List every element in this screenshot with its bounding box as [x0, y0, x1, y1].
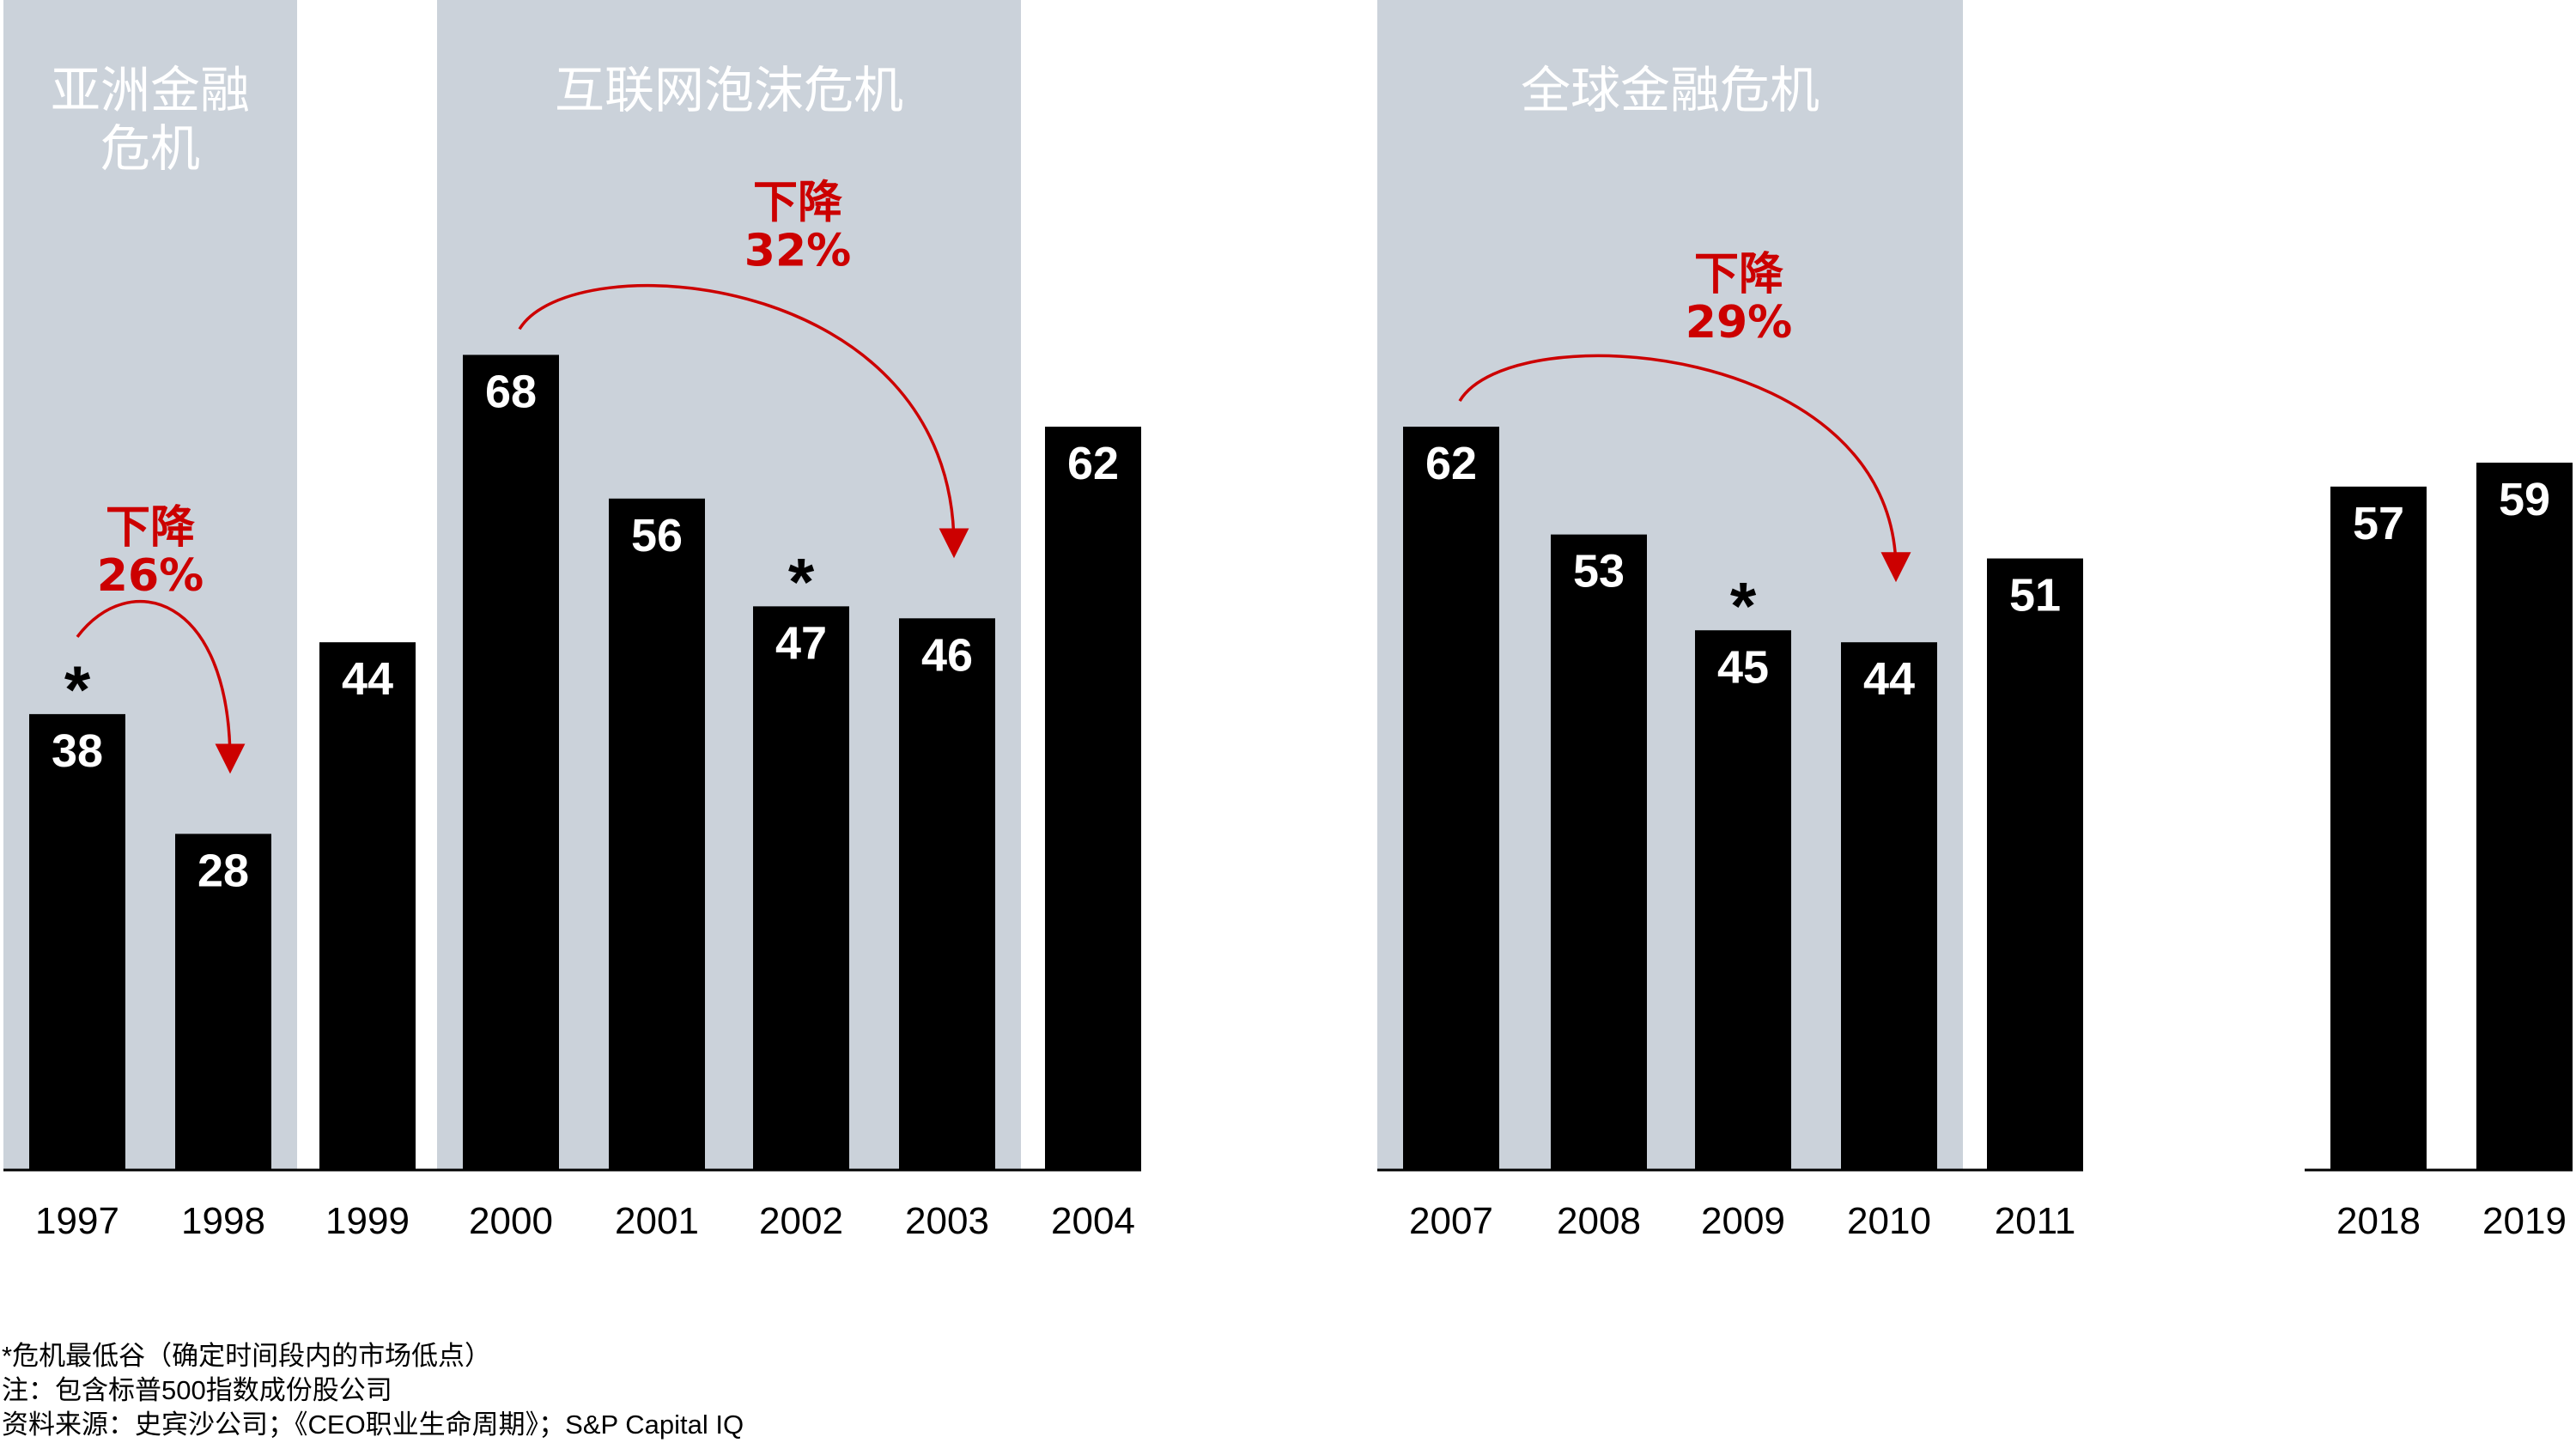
drop-label-1-line-1: 32% [744, 225, 851, 276]
tick-label-2001: 2001 [615, 1200, 699, 1242]
bar-value-2000: 68 [485, 366, 537, 417]
source: 资料来源：史宾沙公司；《CEO职业生命周期》；S&P Capital IQ [2, 1410, 744, 1440]
drop-label-0-line-0: 下降 [106, 502, 195, 554]
bar-value-2009: 45 [1717, 641, 1769, 693]
bar-2002 [753, 606, 849, 1169]
bar-value-2001: 56 [631, 510, 683, 561]
tick-label-2019: 2019 [2482, 1200, 2567, 1242]
tick-label-2009: 2009 [1701, 1200, 1785, 1242]
bar-2000 [463, 355, 559, 1169]
bar-value-2003: 46 [921, 629, 973, 681]
bar-2019 [2476, 462, 2573, 1169]
bar-2018 [2330, 486, 2427, 1169]
drop-label-2-line-0: 下降 [1694, 249, 1783, 300]
bar-2011 [1987, 558, 2083, 1169]
bar-2007 [1403, 427, 1499, 1170]
bar-1999 [319, 642, 416, 1169]
crisis-label-1-line-0: 互联网泡沫危机 [555, 61, 903, 119]
bar-value-2018: 57 [2353, 498, 2404, 549]
tick-label-2011: 2011 [1995, 1200, 2076, 1242]
bar-value-1997: 38 [52, 725, 103, 777]
tick-label-2003: 2003 [905, 1200, 989, 1242]
crisis-label-2-line-0: 全球金融危机 [1521, 61, 1820, 119]
crisis-low-marker-2009: * [1730, 567, 1757, 643]
tick-label-1999: 1999 [325, 1200, 410, 1242]
tick-label-2002: 2002 [759, 1200, 843, 1242]
tick-label-2010: 2010 [1847, 1200, 1931, 1242]
crisis-low-marker-1997: * [64, 652, 91, 727]
tick-label-2018: 2018 [2336, 1200, 2421, 1242]
crisis-label-0-line-0: 亚洲金融 [51, 61, 250, 119]
bar-1997 [29, 713, 125, 1169]
drop-label-1-line-0: 下降 [753, 177, 842, 228]
note: 注：包含标普500指数成份股公司 [2, 1375, 392, 1405]
drop-arrow-1997-1998 [76, 599, 246, 774]
bar-2001 [609, 498, 705, 1169]
tick-label-2004: 2004 [1051, 1200, 1135, 1242]
tick-label-2000: 2000 [469, 1200, 553, 1242]
drop-arrow-2007-2010 [1458, 354, 1911, 583]
bar-value-2008: 53 [1573, 546, 1625, 597]
crisis-low-marker-2002: * [788, 543, 815, 619]
bar-1998 [175, 834, 271, 1169]
bar-2009 [1695, 630, 1791, 1169]
bar-value-2019: 59 [2499, 474, 2550, 525]
crisis-label-0-line-1: 危机 [100, 119, 200, 178]
drop-label-0-line-1: 26% [97, 550, 204, 602]
tick-label-2007: 2007 [1409, 1200, 1493, 1242]
drop-label-2-line-1: 29% [1686, 297, 1792, 349]
bar-value-2004: 62 [1067, 438, 1119, 489]
bar-value-1998: 28 [197, 845, 249, 896]
chart-notes: *危机最低谷（确定时间段内的市场低点） 注：包含标普500指数成份股公司 资料来… [2, 1339, 744, 1442]
footnote: *危机最低谷（确定时间段内的市场低点） [2, 1341, 492, 1371]
bar-2004 [1045, 427, 1141, 1170]
bar-value-2010: 44 [1863, 653, 1915, 705]
bar-2008 [1551, 534, 1647, 1169]
tick-label-2008: 2008 [1557, 1200, 1641, 1242]
bar-2010 [1841, 642, 1937, 1169]
bar-value-2007: 62 [1425, 438, 1477, 489]
tick-label-1998: 1998 [181, 1200, 265, 1242]
bar-value-2011: 51 [2009, 570, 2061, 621]
drop-arrow-2000-2003 [518, 284, 969, 559]
tick-label-1997: 1997 [35, 1200, 119, 1242]
bar-value-1999: 44 [342, 653, 393, 705]
bar-value-2002: 47 [775, 617, 827, 669]
bar-2003 [899, 618, 995, 1169]
